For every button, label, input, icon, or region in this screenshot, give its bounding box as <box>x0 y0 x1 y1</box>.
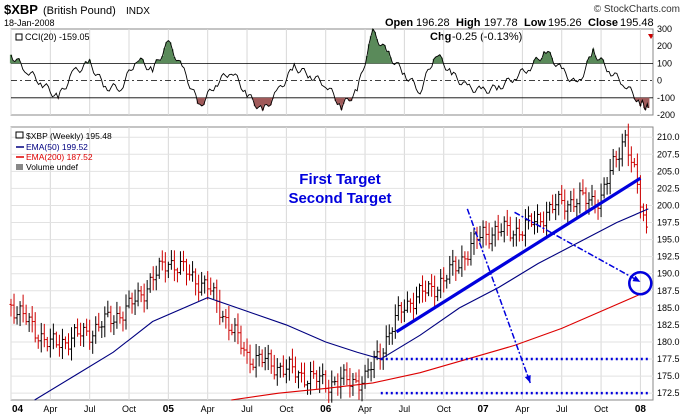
price-layer <box>9 123 649 403</box>
open-label: Open <box>385 17 413 29</box>
price-y-tick-label: 187.5 <box>657 286 680 296</box>
ema50-line <box>34 208 649 401</box>
price-y-tick-label: 192.5 <box>657 252 680 262</box>
x-tick-label: Oct <box>437 404 452 414</box>
cci-y-tick-label: 0 <box>657 76 662 86</box>
price-y-tick-label: 197.5 <box>657 218 680 228</box>
cci-negative-fill <box>57 97 650 111</box>
x-tick-label: Oct <box>594 404 609 414</box>
low-value: 195.26 <box>548 17 582 29</box>
price-y-tick-label: 200.0 <box>657 200 680 210</box>
price-y-tick-label: 175.0 <box>657 371 680 381</box>
price-y-tick-label: 177.5 <box>657 354 680 364</box>
price-legend-ema50: EMA(50) 199.52 <box>26 142 88 152</box>
price-y-tick-label: 190.0 <box>657 269 680 279</box>
chg-value: -0.25 (-0.13%) <box>452 31 522 43</box>
low-label: Low <box>524 17 546 29</box>
cci-y-tick-label: 300 <box>657 24 672 34</box>
grid-layer <box>10 29 653 400</box>
chg-label: Chg <box>430 31 451 43</box>
symbol-label: $XBP <box>4 2 38 17</box>
price-y-tick-label: 180.0 <box>657 337 680 347</box>
x-tick-label: Apr <box>515 404 529 414</box>
price-y-tick-label: 172.5 <box>657 388 680 398</box>
close-value: 195.48 <box>620 17 654 29</box>
second-target-label: Second Target <box>288 190 391 207</box>
x-tick-label: 05 <box>163 404 175 415</box>
x-tick-label: Apr <box>43 404 57 414</box>
volume-legend-swatch <box>16 164 23 170</box>
price-y-tick-label: 182.5 <box>657 320 680 330</box>
price-y-tick-label: 185.0 <box>657 303 680 313</box>
x-tick-label: Apr <box>358 404 372 414</box>
cci-layer <box>9 27 653 112</box>
cci-legend: CCI(20) -159.05 <box>15 32 90 42</box>
x-tick-label: 04 <box>12 404 24 415</box>
price-y-tick-label: 207.5 <box>657 149 680 159</box>
price-legend-volume: Volume undef <box>26 162 79 172</box>
price-y-tick-label: 202.5 <box>657 183 680 193</box>
price-legend: $XBP (Weekly) 195.48 EMA(50) 199.52 EMA(… <box>15 131 112 172</box>
cci-legend-swatch <box>15 33 23 41</box>
date-label: 18-Jan-2008 <box>4 18 55 28</box>
cci-y-tick-label: 200 <box>657 41 672 51</box>
cci-line <box>10 27 649 112</box>
target-circle <box>628 271 653 296</box>
copyright-label: © StockCharts.com <box>594 4 680 15</box>
x-tick-label: 08 <box>635 404 647 415</box>
first-target-label: First Target <box>299 171 380 188</box>
cci-y-tick-label: -200 <box>657 110 675 120</box>
arrowhead-icon <box>632 275 641 282</box>
close-label: Close <box>588 17 618 29</box>
ema200-line <box>231 290 649 401</box>
x-tick-label: Oct <box>122 404 137 414</box>
open-value: 196.28 <box>416 17 450 29</box>
second-target-arrow <box>466 208 531 384</box>
x-tick-label: Jul <box>84 404 96 414</box>
price-legend-ema200: EMA(200) 187.52 <box>26 152 93 162</box>
x-tick-label: 06 <box>320 404 332 415</box>
price-y-tick-label: 205.0 <box>657 166 680 176</box>
price-y-tick-label: 195.0 <box>657 235 680 245</box>
x-tick-label: Jul <box>399 404 411 414</box>
high-label: High <box>456 17 481 29</box>
price-legend-swatch <box>15 131 24 139</box>
x-tick-label: Apr <box>201 404 215 414</box>
indicator-panel-frame <box>10 28 654 116</box>
x-tick-label: Oct <box>279 404 294 414</box>
quote-bar: Open 196.28 High 197.78 Low 195.26 Close… <box>385 17 654 43</box>
x-tick-label: 07 <box>477 404 489 415</box>
cci-y-tick-label: 100 <box>657 58 672 68</box>
price-y-tick-label: 210.0 <box>657 132 680 142</box>
cci-legend-text: CCI(20) -159.05 <box>25 32 90 42</box>
exchange-label: INDX <box>126 6 150 17</box>
arrowhead-icon <box>524 374 531 383</box>
axis-layer: 04 Apr Jul Oct 05 Apr Jul Oct 06 Apr Jul Oct 07 Apr Ju… <box>12 24 680 415</box>
annotation-layer <box>380 176 653 395</box>
x-tick-label: Jul <box>556 404 568 414</box>
instrument-name: (British Pound) <box>43 5 116 17</box>
trendline <box>395 176 642 334</box>
price-legend-xbp: $XBP (Weekly) 195.48 <box>26 131 112 141</box>
x-tick-label: Jul <box>241 404 253 414</box>
high-value: 197.78 <box>484 17 518 29</box>
cci-y-tick-label: -100 <box>657 93 675 103</box>
